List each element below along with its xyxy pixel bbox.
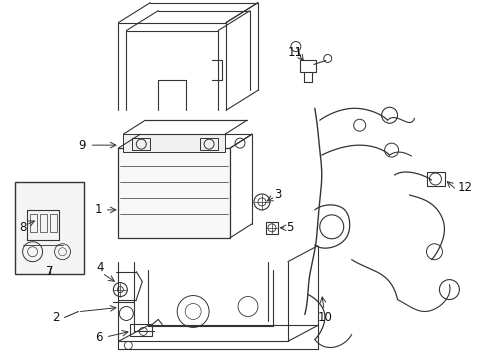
- Text: 5: 5: [285, 221, 293, 234]
- Bar: [49, 214, 57, 232]
- Bar: [40, 214, 46, 232]
- Bar: [427, 172, 445, 186]
- Bar: [200, 138, 218, 150]
- Text: 2: 2: [52, 311, 59, 324]
- Bar: [30, 214, 37, 232]
- Bar: [15, 182, 84, 274]
- Bar: [132, 138, 150, 150]
- Text: 8: 8: [19, 221, 26, 234]
- Bar: [130, 324, 152, 336]
- Text: 10: 10: [317, 311, 331, 324]
- Text: 11: 11: [287, 46, 302, 59]
- Text: 12: 12: [456, 181, 471, 194]
- Bar: [265, 222, 277, 234]
- Text: 4: 4: [97, 261, 104, 274]
- Text: 1: 1: [95, 203, 102, 216]
- Text: 6: 6: [95, 331, 102, 344]
- Text: 3: 3: [274, 188, 281, 202]
- Text: 9: 9: [79, 139, 86, 152]
- Bar: [299, 60, 315, 72]
- Bar: [26, 210, 59, 240]
- Text: 7: 7: [46, 265, 53, 278]
- Bar: [118, 148, 229, 238]
- Bar: [123, 134, 224, 152]
